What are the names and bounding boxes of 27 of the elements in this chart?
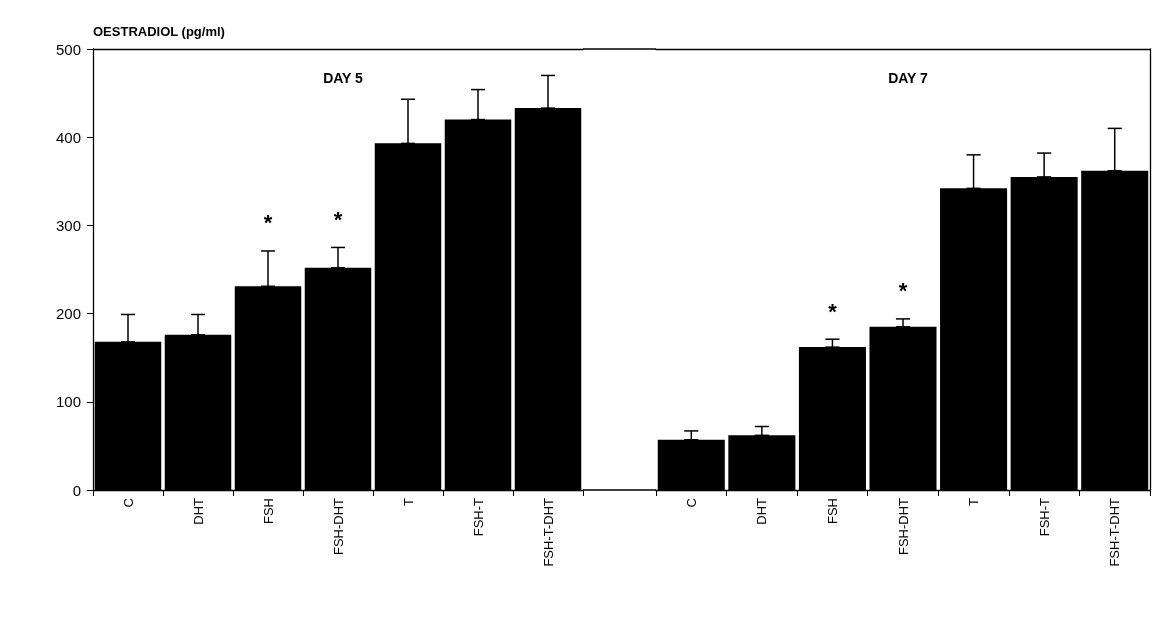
x-tick-label: T bbox=[966, 497, 982, 506]
text: DAY 5 bbox=[323, 70, 364, 86]
annotation: * bbox=[828, 298, 838, 324]
y-tick-label: 400 bbox=[55, 128, 81, 146]
x-tick-label: C bbox=[683, 498, 699, 508]
annotation: * bbox=[263, 210, 273, 236]
y-tick-label: 200 bbox=[55, 305, 81, 323]
x-tick-label: FSH-T bbox=[470, 497, 486, 537]
x-tick-label: DHT bbox=[754, 497, 770, 525]
text: DAY 7 bbox=[888, 70, 929, 86]
x-tick-label: FSH-T bbox=[1036, 497, 1052, 537]
y-axis-title: OESTRADIOL (pg/ml) bbox=[93, 24, 225, 39]
y-tick-label: 300 bbox=[55, 216, 81, 234]
x-tick-label: FSH-DHT bbox=[895, 497, 911, 556]
x-tick-label: FSH bbox=[824, 498, 840, 524]
x-tick-label: DHT bbox=[190, 497, 206, 525]
x-tick-label: T bbox=[400, 497, 416, 506]
x-tick-label: FSH-T-DHT bbox=[1107, 497, 1123, 567]
x-tick-label: FSH bbox=[260, 498, 276, 524]
x-tick-label: C bbox=[120, 498, 136, 508]
annotation: * bbox=[333, 206, 343, 232]
x-tick-label: FSH-DHT bbox=[330, 497, 346, 556]
y-tick-label: 100 bbox=[55, 393, 81, 411]
y-tick-label: 0 bbox=[72, 481, 81, 499]
y-tick-label: 500 bbox=[55, 40, 81, 58]
annotation: * bbox=[898, 278, 908, 304]
x-tick-label: FSH-T-DHT bbox=[540, 497, 556, 567]
